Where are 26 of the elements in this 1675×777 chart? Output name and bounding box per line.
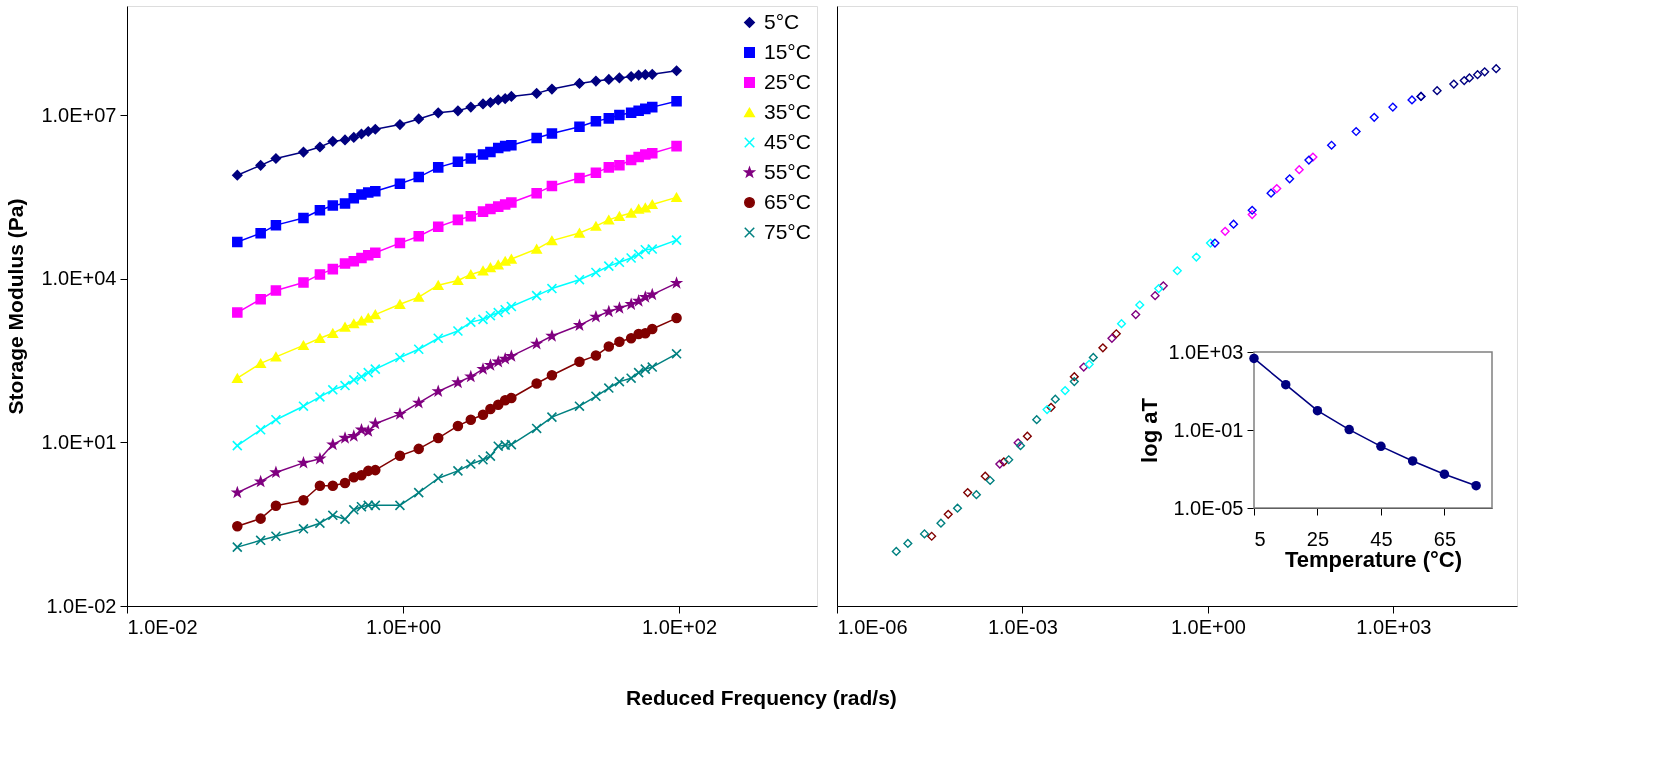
legend-label: 15°C <box>764 39 811 63</box>
legend-label: 75°C <box>764 219 811 243</box>
x-tick-label: 1.0E+03 <box>1356 615 1432 638</box>
x-tick-label: 1.0E-06 <box>837 615 908 638</box>
y-tick-label: 1.0E-02 <box>46 594 117 617</box>
y-axis-title: Storage Modulus (Pa) <box>4 198 28 415</box>
y-tick-label: 1.0E+04 <box>41 267 117 290</box>
x-tick-label: 1.0E+00 <box>365 615 442 638</box>
x-tick-label: 1.0E+02 <box>641 615 718 638</box>
y-tick-label: 1.0E+01 <box>41 430 117 453</box>
legend-label: 5°C <box>764 9 800 33</box>
y-tick-label: 1.0E-01 <box>1173 418 1244 441</box>
legend-label: 45°C <box>764 129 811 153</box>
y-tick-label: 1.0E+07 <box>41 103 117 126</box>
x-axis-title: Reduced Frequency (rad/s) <box>626 685 897 709</box>
y-tick-label: 1.0E-05 <box>1173 496 1244 519</box>
x-tick-label: 1.0E-03 <box>987 615 1058 638</box>
x-tick-label: 1.0E-02 <box>127 615 198 638</box>
legend-label: 55°C <box>764 159 811 183</box>
legend-label: 35°C <box>764 99 811 123</box>
y-axis-title: log aT <box>1137 397 1163 463</box>
x-tick-label: 5 <box>1254 527 1266 550</box>
x-tick-label: 1.0E+00 <box>1170 615 1246 638</box>
legend-label: 65°C <box>764 189 811 213</box>
legend-label: 25°C <box>764 69 811 93</box>
y-tick-label: 1.0E+03 <box>1168 340 1244 363</box>
